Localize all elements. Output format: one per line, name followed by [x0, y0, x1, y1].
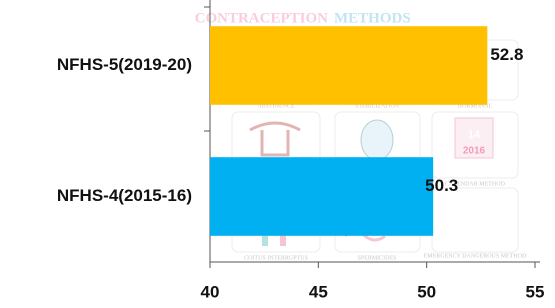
bar: [210, 157, 433, 236]
value-label: 52.8: [490, 45, 523, 64]
chart: CONTRACEPTION METHODS 14 2016 ABSTINENCE…: [0, 0, 555, 308]
bg-title: METHODS: [334, 10, 411, 26]
uterus-icon: [250, 123, 300, 155]
x-tick-label: 40: [201, 282, 220, 301]
bg-label: COITUS INTERRUPTUS: [244, 255, 308, 261]
x-tick-label: 45: [309, 282, 328, 301]
bg-label: SPERMICIDES: [357, 255, 396, 261]
bg-label: EMERGENCY DANGEROUS METHOD: [424, 253, 527, 259]
y-tick-label: NFHS-5(2019-20): [57, 55, 192, 74]
y-tick-label: NFHS-4(2015-16): [57, 186, 192, 205]
calendar-day: 14: [468, 129, 481, 141]
x-tick-label: 55: [526, 282, 545, 301]
tile: [432, 188, 518, 252]
value-label: 50.3: [425, 176, 458, 195]
x-tick-label: 50: [417, 282, 436, 301]
condom-icon: [361, 120, 393, 160]
calendar-year: 2016: [463, 146, 486, 157]
bg-title: CONTRACEPTION: [195, 10, 329, 26]
bar: [210, 26, 487, 105]
